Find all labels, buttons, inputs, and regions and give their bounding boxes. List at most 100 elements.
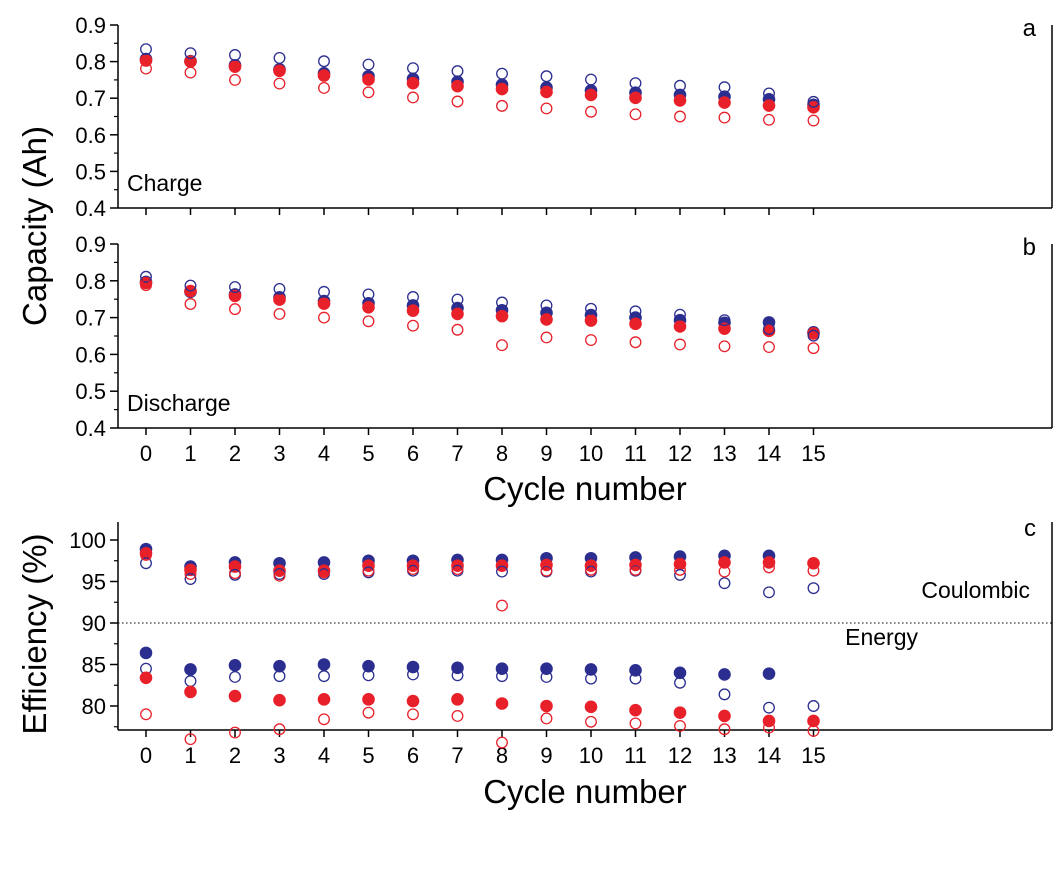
panel-c-x-tick-label: 2 [229, 743, 241, 768]
panel-b-point-s2 [273, 282, 286, 295]
panel-c-letter: c [1024, 515, 1036, 542]
panel-b-point-s1 [807, 327, 820, 340]
panel-b-x-tick-label: 4 [318, 441, 330, 466]
panel-b-point-s2 [674, 308, 686, 321]
panel-a-point-s3 [540, 102, 553, 115]
panel-c-point-s6 [273, 693, 286, 707]
panel-b-x-tick-label: 15 [801, 441, 825, 466]
panel-c-x-tick-label: 15 [801, 743, 825, 768]
panel-a-point-s1 [228, 60, 242, 74]
panel-c-y-axis-title: Efficiency (%) [16, 533, 53, 734]
panel-b-point-s3 [407, 319, 419, 332]
panel-b-point-s3 [674, 338, 686, 351]
panel-c-point-s5 [273, 670, 286, 683]
panel-c-point-s3 [229, 567, 241, 580]
panel-b-point-s2 [318, 285, 330, 298]
panel-b-point-s2 [229, 281, 241, 294]
panel-c-point-s3 [407, 563, 419, 576]
panel-c-point-s4 [139, 646, 153, 660]
panel-a-point-s1 [718, 96, 731, 109]
panel-b-point-s1 [718, 322, 731, 335]
panel-a-point-s3 [184, 66, 197, 79]
panel-b-point-s1 [139, 276, 153, 290]
panel-b-point-s2 [184, 279, 197, 292]
panel-a-y-tick-label: 0.9 [75, 13, 106, 38]
panel-c-point-s5 [629, 672, 642, 685]
panel-b-point-s3 [540, 331, 553, 344]
panel-a-point-s3 [318, 82, 330, 94]
panel-b-point-s3 [273, 307, 286, 320]
panel-a-point-s2 [540, 70, 553, 83]
panel-c-point-s6 [495, 697, 509, 710]
panel-a-point-s1 [273, 64, 286, 78]
panel-b-annotation: Discharge [127, 390, 231, 416]
panel-c-point-s6 [184, 685, 197, 699]
panel-a-point-s2 [451, 65, 464, 78]
panel-c-y-tick-label: 85 [82, 653, 106, 678]
panel-c-point-s4 [673, 666, 687, 680]
panel-b-x-tick-label: 3 [273, 441, 285, 466]
panel-b-point-s3 [629, 336, 642, 349]
panel-a-point-s1 [540, 85, 553, 99]
panel-c-point-s4 [540, 662, 553, 675]
panel-a-point-s1 [184, 55, 197, 68]
panel-c-point-s6 [673, 706, 687, 719]
panel-c-point-s5 [807, 700, 820, 712]
panel-a-point-s3 [763, 113, 775, 126]
panel-c-y-tick-label: 90 [82, 611, 106, 636]
panel-c-point-s4 [273, 659, 286, 673]
panel-c-point-s6 [139, 671, 153, 685]
panel-b-point-s3 [718, 340, 731, 353]
panel-a-point-s3 [140, 62, 152, 75]
panel-a-point-s3 [674, 110, 686, 123]
panel-a-point-s2 [807, 95, 820, 108]
panel-b-point-s2 [451, 293, 464, 306]
panel-a-point-s1 [629, 91, 642, 105]
panel-c-point-s5 [318, 670, 330, 683]
panel-a-y-tick-label: 0.7 [75, 86, 106, 111]
panel-b-point-s2 [496, 296, 508, 309]
panel-b-point-s2 [585, 302, 597, 315]
panel-b-y-tick-label: 0.7 [75, 306, 106, 331]
panel-c-point-s7 [718, 723, 731, 736]
panel-c-x-tick-label: 10 [579, 743, 603, 768]
panel-c-point-s3 [273, 569, 286, 582]
panel-b-point-s3 [362, 315, 375, 328]
panel-b-x-tick-label: 2 [229, 441, 241, 466]
panel-c-point-s1 [718, 556, 731, 569]
panel-a-point-s3 [273, 77, 286, 90]
panel-c-point-s7 [451, 710, 464, 722]
panel-b-point-s3 [318, 311, 330, 324]
panel-c-point-s3 [318, 566, 330, 579]
panel-b-x-tick-label: 10 [579, 441, 603, 466]
panel-b-y-tick-label: 0.5 [75, 379, 106, 404]
panel-b-x-tick-label: 11 [624, 441, 647, 466]
panel-c-point-s5 [540, 671, 553, 683]
panel-a-point-s3 [229, 73, 241, 86]
panel-b-x-tick-label: 1 [184, 441, 196, 466]
panel-c-x-tick-label: 1 [184, 743, 196, 768]
panel-a-point-s1 [495, 82, 509, 96]
panel-c-point-s2 [718, 577, 731, 590]
panel-c-x-tick-label: 14 [757, 743, 781, 768]
panel-c-point-s4 [718, 668, 731, 681]
panel-a-annotation: Charge [127, 170, 202, 196]
panel-b-point-s1 [317, 297, 331, 310]
panel-c-point-s3 [496, 599, 508, 612]
panel-c-point-s3 [140, 548, 152, 561]
panel-a-point-s2 [229, 49, 241, 61]
panel-a-point-s2 [718, 81, 731, 94]
panel-c-point-s6 [718, 709, 731, 723]
panel-c-point-s6 [629, 703, 642, 717]
panel-c-point-s7 [807, 724, 820, 737]
panel-b-letter: b [1023, 234, 1036, 261]
panel-c-point-s2 [184, 573, 197, 585]
panel-c-point-s7 [629, 717, 642, 730]
panel-a-point-s3 [407, 91, 419, 104]
panel-a-point-s3 [629, 108, 642, 121]
panel-c-point-s3 [362, 564, 375, 577]
panel-a-point-s3 [585, 105, 597, 118]
panel-c-x-tick-label: 3 [273, 743, 285, 768]
panel-b-point-s2 [718, 314, 731, 327]
